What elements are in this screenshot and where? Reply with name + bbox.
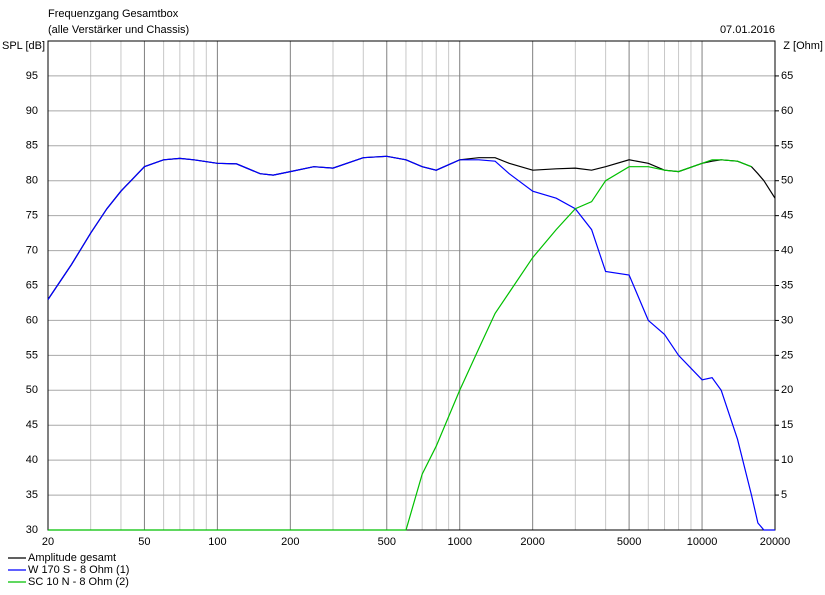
y-tick-label: 75 (26, 210, 38, 222)
y-tick-label: 65 (26, 279, 38, 291)
y2-tick-label: 20 (781, 384, 793, 396)
series-line (47, 155, 775, 531)
y2-tick-label: 60 (781, 105, 793, 117)
x-tick-label: 1000 (447, 536, 471, 548)
y2-tick-label: 30 (781, 314, 793, 326)
x-tick-label: 200 (281, 536, 299, 548)
x-tick-label: 10000 (687, 536, 718, 548)
x-tick-label: 2000 (520, 536, 544, 548)
y-axis-label: SPL [dB] (2, 40, 45, 52)
y2-tick-label: 25 (781, 349, 793, 361)
x-tick-label: 50 (138, 536, 150, 548)
series-line (47, 155, 776, 300)
legend-label: SC 10 N - 8 Ohm (2) (28, 576, 129, 588)
series-line (48, 159, 752, 531)
x-tick-label: 5000 (617, 536, 641, 548)
y2-tick-label: 5 (781, 489, 787, 501)
y-tick-label: 40 (26, 454, 38, 466)
chart-title: Frequenzgang Gesamtbox (48, 8, 179, 20)
y2-tick-label: 10 (781, 454, 793, 466)
y-tick-label: 95 (26, 70, 38, 82)
chart-date: 07.01.2016 (720, 24, 775, 36)
y-tick-label: 85 (26, 140, 38, 152)
y-tick-label: 60 (26, 314, 38, 326)
legend-label: W 170 S - 8 Ohm (1) (28, 564, 129, 576)
y2-tick-label: 55 (781, 140, 793, 152)
y-tick-label: 70 (26, 244, 38, 256)
y2-tick-label: 45 (781, 210, 793, 222)
y-tick-label: 90 (26, 105, 38, 117)
y-tick-label: 55 (26, 349, 38, 361)
y2-tick-label: 35 (781, 279, 793, 291)
y-tick-label: 50 (26, 384, 38, 396)
x-tick-label: 500 (378, 536, 396, 548)
x-tick-label: 20000 (760, 536, 791, 548)
x-tick-label: 20 (42, 536, 54, 548)
y2-tick-label: 65 (781, 70, 793, 82)
y2-tick-label: 15 (781, 419, 793, 431)
y2-tick-label: 50 (781, 175, 793, 187)
y2-tick-label: 40 (781, 244, 793, 256)
plot-frame (47, 40, 776, 531)
legend-label: Amplitude gesamt (28, 552, 116, 564)
y-tick-label: 30 (26, 524, 38, 536)
chart-subtitle: (alle Verstärker und Chassis) (48, 24, 189, 36)
x-tick-label: 100 (208, 536, 226, 548)
y2-axis-label: Z [Ohm] (783, 40, 823, 52)
y-tick-label: 80 (26, 175, 38, 187)
y-tick-label: 45 (26, 419, 38, 431)
y-tick-label: 35 (26, 489, 38, 501)
